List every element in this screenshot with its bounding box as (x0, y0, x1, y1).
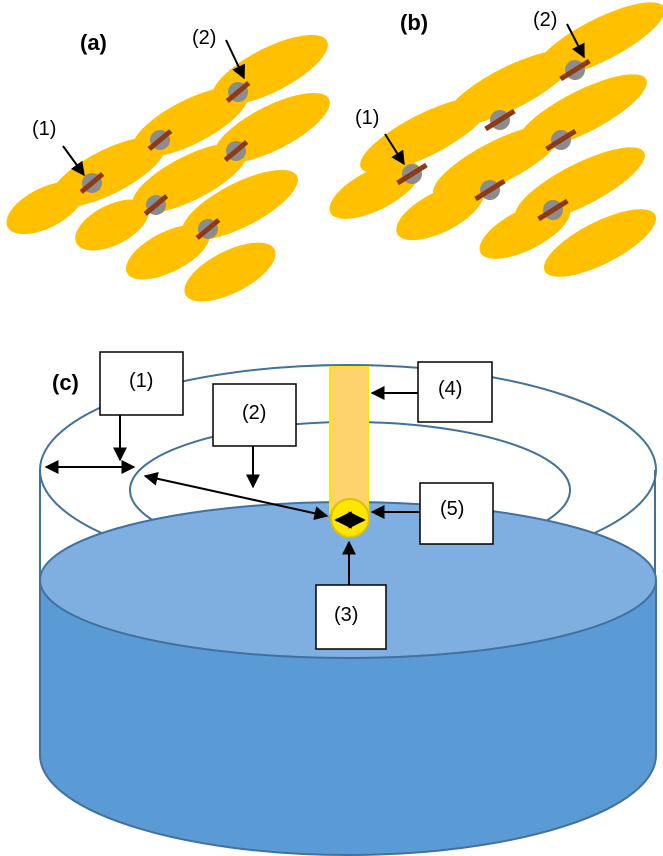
label-box-3 (315, 584, 387, 650)
trough-walls (39, 470, 656, 580)
pipette (329, 366, 369, 514)
panel-a-arrow-1 (62, 145, 85, 177)
radius-arrow (143, 471, 329, 521)
label-box-2-text: (2) (242, 402, 266, 424)
label-box-4 (417, 361, 493, 423)
marker (537, 198, 569, 222)
water-body (39, 579, 657, 856)
molecule (75, 199, 149, 251)
label-box-3-text: (3) (334, 604, 358, 626)
panel-b-label: (b) (400, 10, 428, 35)
molecule (329, 161, 421, 219)
molecule (433, 124, 563, 200)
label-box-1-text: (1) (129, 370, 153, 392)
panel-a-markers (79, 81, 251, 240)
marker (147, 129, 173, 151)
molecule (126, 224, 210, 280)
panel-b-arrow-1 (384, 133, 405, 166)
marker (195, 218, 221, 240)
marker (559, 58, 591, 82)
marker (474, 178, 506, 202)
marker (223, 140, 249, 162)
molecule (396, 183, 484, 241)
panel-a-molecules (6, 34, 330, 302)
molecule (132, 142, 248, 214)
panel-c-label: (c) (52, 370, 79, 395)
panel-a-callout-1: (1) (32, 118, 56, 140)
panel-b-markers (396, 58, 591, 222)
label-box-1 (99, 351, 184, 416)
marker (396, 162, 428, 186)
panel-a-label: (a) (80, 30, 107, 55)
panel-b-arrow-2 (566, 23, 585, 59)
marker (79, 172, 105, 194)
marker (484, 108, 516, 132)
panel-c: (c) (1) (2) (3) (4) (5) (39, 351, 657, 856)
droplet (330, 498, 370, 538)
molecule (6, 181, 84, 235)
panel-a: (a) (6, 27, 330, 302)
molecule (184, 242, 276, 302)
marker (225, 81, 251, 103)
label-box-5-text: (5) (440, 498, 464, 520)
panel-a-arrow-2 (225, 39, 245, 80)
panel-b: (b) (329, 2, 663, 277)
marker (143, 194, 169, 216)
label-box-4-text: (4) (438, 378, 462, 400)
label-box-2 (212, 383, 297, 447)
panel-b-molecules (329, 2, 663, 277)
label-box-5 (419, 482, 494, 545)
panel-b-callout-2: (2) (533, 9, 557, 31)
molecule (543, 209, 657, 277)
marker (545, 128, 577, 152)
panel-a-callout-2: (2) (192, 27, 216, 49)
panel-b-callout-1: (1) (355, 107, 379, 129)
